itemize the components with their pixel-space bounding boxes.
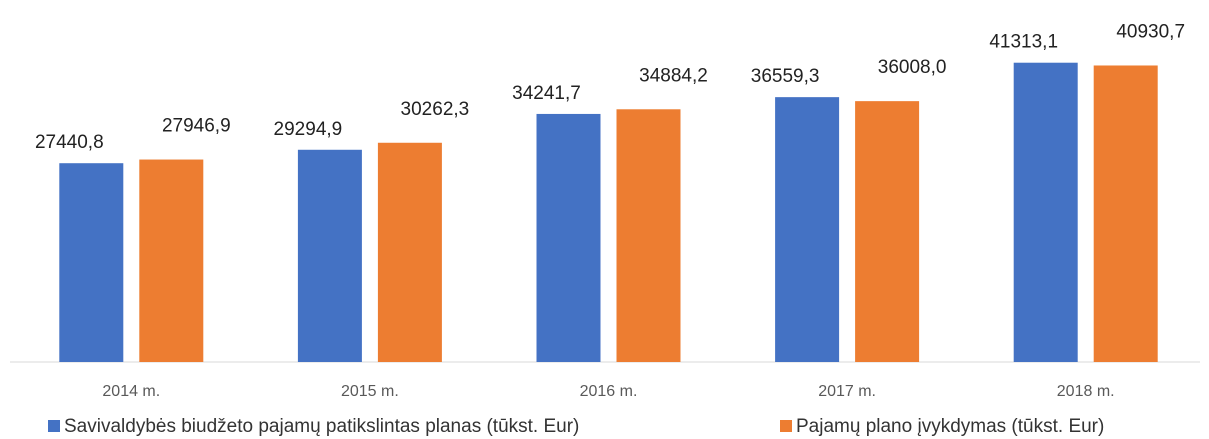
bar xyxy=(59,163,124,362)
legend-swatch xyxy=(780,420,792,432)
value-label: 36559,3 xyxy=(751,66,820,87)
value-label: 34241,7 xyxy=(512,83,581,104)
bar xyxy=(616,109,681,362)
legend-label: Savivaldybės biudžeto pajamų patikslinta… xyxy=(64,416,579,437)
value-label: 34884,2 xyxy=(639,65,708,86)
x-tick-label: 2017 m. xyxy=(818,383,876,400)
value-label: 29294,9 xyxy=(274,119,343,140)
bar xyxy=(855,101,920,363)
bar xyxy=(297,149,362,362)
bar xyxy=(775,97,840,362)
legend-swatch xyxy=(48,420,60,432)
value-label: 30262,3 xyxy=(401,99,470,120)
value-label: 41313,1 xyxy=(989,32,1058,53)
legend-label: Pajamų plano įvykdymas (tūkst. Eur) xyxy=(796,416,1104,437)
x-tick-label: 2015 m. xyxy=(341,383,399,400)
x-tick-label: 2016 m. xyxy=(580,383,638,400)
bar xyxy=(1093,65,1158,362)
bar xyxy=(536,113,601,363)
value-label: 27440,8 xyxy=(35,132,104,153)
value-label: 36008,0 xyxy=(878,57,947,78)
value-label: 40930,7 xyxy=(1116,21,1185,42)
x-tick-label: 2014 m. xyxy=(102,383,160,400)
x-tick-label: 2018 m. xyxy=(1057,383,1115,400)
bar xyxy=(139,159,204,362)
bar xyxy=(377,142,442,362)
value-label: 27946,9 xyxy=(162,116,231,137)
bar xyxy=(1013,62,1078,363)
